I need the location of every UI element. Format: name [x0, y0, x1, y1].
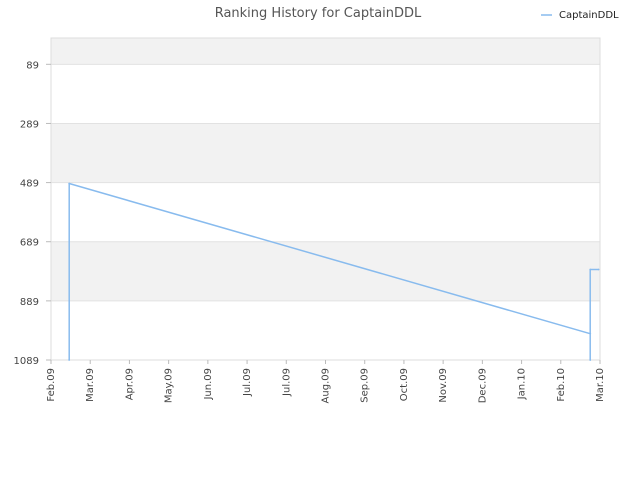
data-point: [589, 268, 592, 271]
y-tick-label: 1089: [14, 356, 39, 367]
data-point: [597, 268, 600, 271]
y-tick-label: 89: [26, 60, 39, 71]
x-tick-label: Aug.09: [321, 368, 332, 403]
plot-band: [51, 64, 600, 124]
y-tick-label: 489: [20, 179, 39, 190]
x-tick-label: Mar.09: [85, 368, 96, 402]
x-tick-label: Sep.09: [360, 368, 371, 403]
x-tick-label: Jan.10: [517, 368, 528, 400]
chart-title: Ranking History for CaptainDDL: [215, 6, 422, 21]
x-tick-label: Mar.10: [595, 368, 606, 402]
plot-band: [51, 123, 600, 183]
plot-band: [51, 300, 600, 360]
plot-background-bands: [51, 38, 600, 360]
series-line: [68, 182, 599, 361]
plot-band: [51, 241, 600, 301]
x-tick-label: Feb.10: [556, 368, 567, 402]
x-tick-label: Jul.09: [281, 368, 292, 397]
plot-band: [51, 182, 600, 242]
x-tick-label: Apr.09: [124, 368, 135, 400]
series-layer: [68, 182, 600, 361]
data-point: [589, 332, 592, 335]
legend-label: CaptainDDL: [559, 10, 619, 21]
x-tick-label: Oct.09: [399, 368, 410, 401]
y-tick-label: 889: [20, 297, 39, 308]
x-tick-label: Jun.09: [203, 368, 214, 401]
data-point: [589, 359, 592, 361]
x-tick-label: Jul.09: [242, 368, 253, 397]
y-tick-label: 689: [20, 238, 39, 249]
x-tick-label: May.09: [164, 368, 175, 403]
y-axis-ticks: 89 289 489 689 889 1089: [14, 60, 51, 367]
legend: CaptainDDL: [541, 10, 619, 21]
x-tick-label: Nov.09: [438, 368, 449, 403]
y-tick-label: 289: [20, 119, 39, 130]
plot-band: [51, 38, 600, 65]
x-tick-label: Feb.09: [46, 368, 57, 402]
data-point: [68, 359, 71, 361]
data-point: [68, 182, 71, 185]
x-tick-label: Dec.09: [477, 368, 488, 403]
x-axis-ticks: Feb.09 Mar.09 Apr.09 May.09 Jun.09 Jul.09 Jul.…: [46, 360, 606, 403]
